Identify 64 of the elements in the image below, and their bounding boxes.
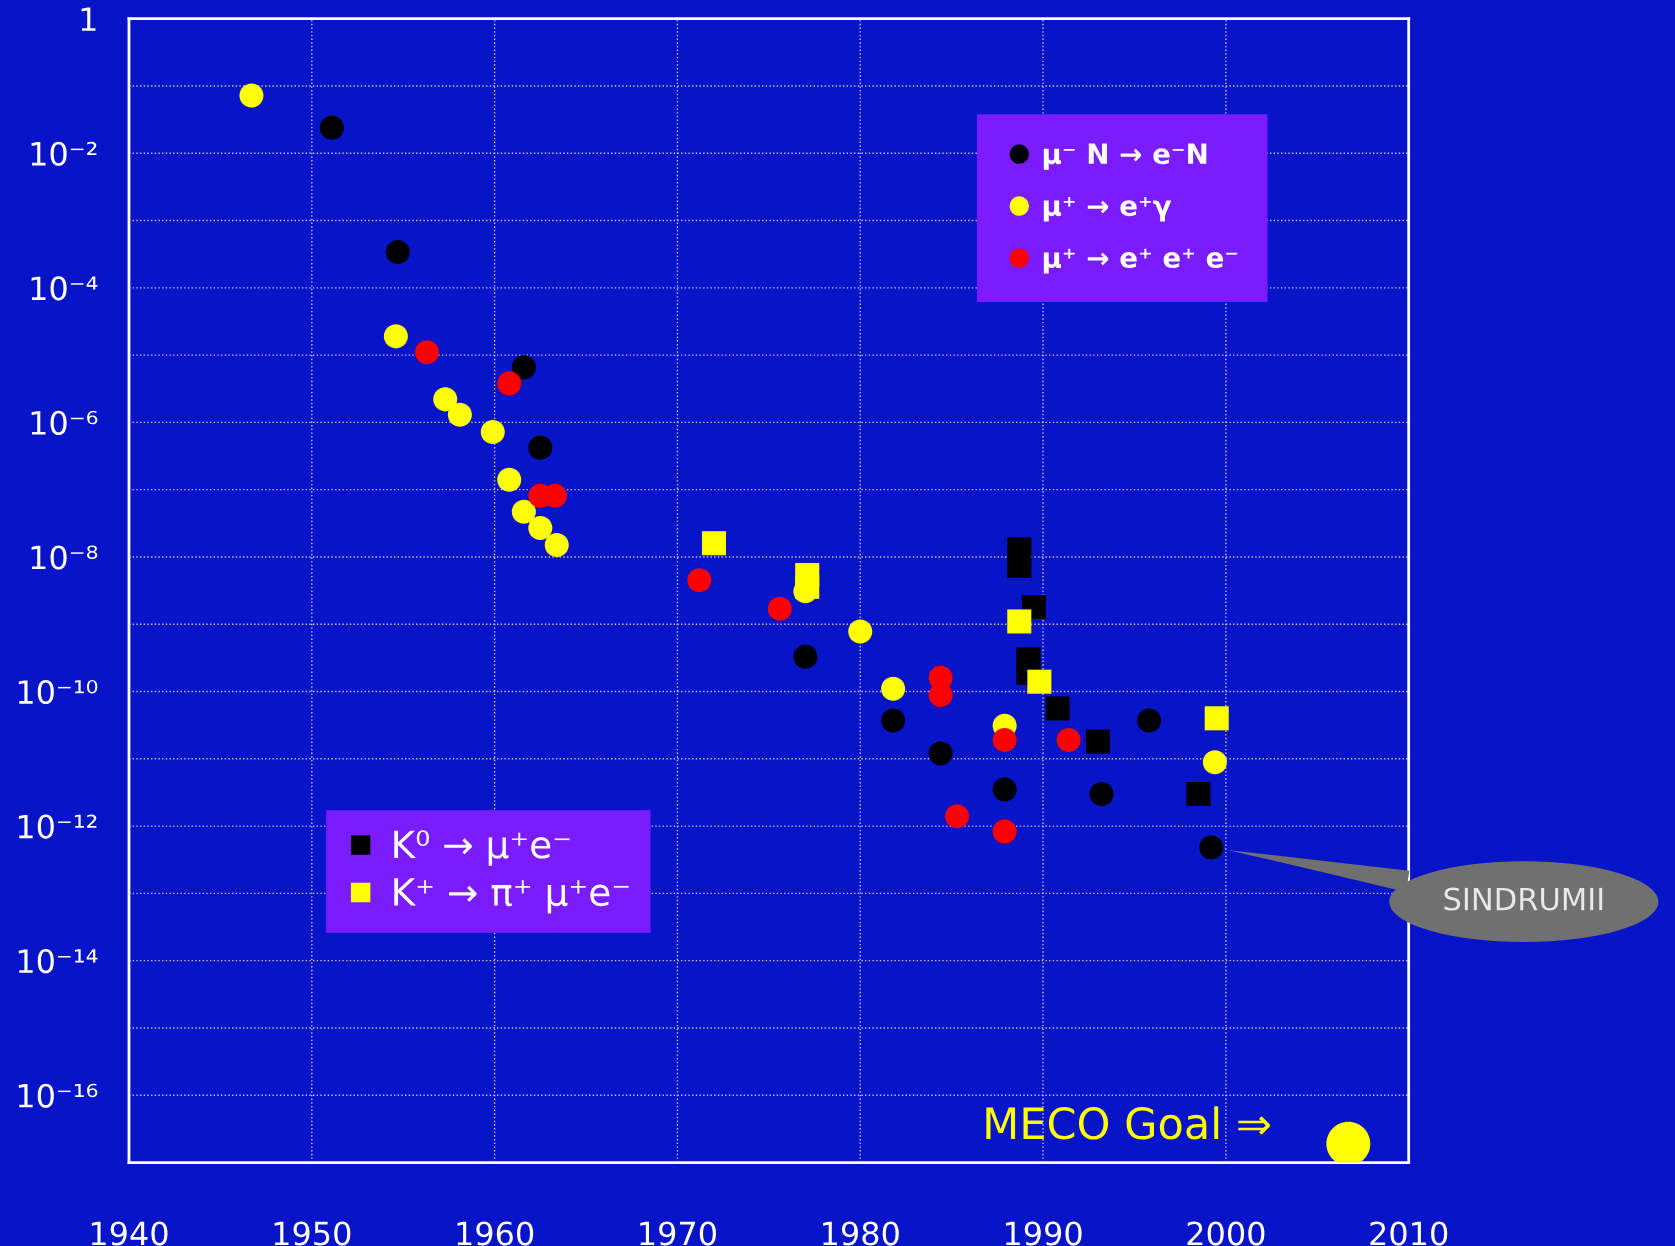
x-tick-label: 1960	[457, 1221, 534, 1246]
x-tick-label: 1950	[274, 1221, 351, 1246]
point	[1007, 553, 1032, 578]
point	[480, 419, 505, 445]
point	[383, 324, 408, 349]
point	[1199, 835, 1224, 860]
point	[793, 644, 818, 669]
point	[511, 499, 536, 524]
y-tick-label: 10⁻¹⁴	[18, 949, 98, 974]
y-tick-label: 1	[81, 7, 96, 31]
point	[544, 533, 569, 558]
x-tick-label: 1980	[823, 1221, 899, 1246]
x-tick-label: 1990	[1005, 1221, 1082, 1246]
point	[848, 619, 873, 644]
point	[1089, 781, 1114, 807]
y-tick-label: 10⁻⁴	[31, 276, 98, 301]
y-tick-label: 10⁻⁸	[31, 545, 98, 570]
x-tick-label: 1970	[640, 1221, 716, 1246]
point	[319, 115, 344, 140]
point	[687, 568, 712, 593]
y-tick-label: 10⁻¹⁶	[18, 1083, 98, 1108]
legend-label: μ⁻ N → e⁻N	[1043, 143, 1207, 170]
point	[385, 240, 410, 265]
point	[511, 355, 536, 380]
point	[992, 777, 1017, 802]
y-tick-label: 10⁻⁶	[31, 410, 98, 435]
point	[414, 340, 439, 365]
point	[767, 596, 792, 621]
legend-label: K⁺ → π⁺ μ⁺e⁻	[394, 878, 629, 914]
legend-label: μ⁺ → e⁺ e⁺ e⁻	[1043, 248, 1238, 274]
point	[881, 676, 906, 701]
point	[433, 387, 458, 412]
point	[1137, 708, 1162, 733]
point	[701, 531, 727, 556]
point	[1027, 669, 1052, 694]
point	[1202, 750, 1227, 775]
point	[528, 435, 553, 460]
legend-label: K⁰ → μ⁺e⁻	[394, 830, 570, 866]
point	[1186, 781, 1211, 807]
point	[992, 819, 1017, 844]
x-tick-label: 2000	[1187, 1221, 1265, 1246]
x-tick-label: 1940	[91, 1221, 168, 1246]
point	[928, 741, 953, 766]
y-tick-label: 10⁻¹⁰	[18, 679, 98, 705]
point	[881, 708, 906, 733]
annotation: MECO Goal ⇒	[986, 1106, 1270, 1140]
point	[795, 574, 820, 599]
x-tick-label: 2010	[1370, 1221, 1448, 1246]
point	[239, 83, 264, 108]
point	[528, 515, 553, 540]
point	[447, 402, 472, 427]
legend-label: μ⁺ → e⁺γ	[1043, 196, 1172, 222]
point	[945, 804, 970, 829]
point	[1045, 696, 1070, 721]
text: SINDRUMII	[1444, 887, 1603, 911]
y-tick-label: 10⁻²	[31, 141, 97, 166]
point	[1007, 609, 1032, 634]
point	[1056, 728, 1081, 753]
y-tick-label: 10⁻¹²	[18, 814, 97, 839]
point	[497, 371, 522, 396]
point	[992, 728, 1017, 753]
point	[1204, 706, 1229, 731]
point	[497, 467, 522, 492]
point	[1085, 729, 1110, 754]
